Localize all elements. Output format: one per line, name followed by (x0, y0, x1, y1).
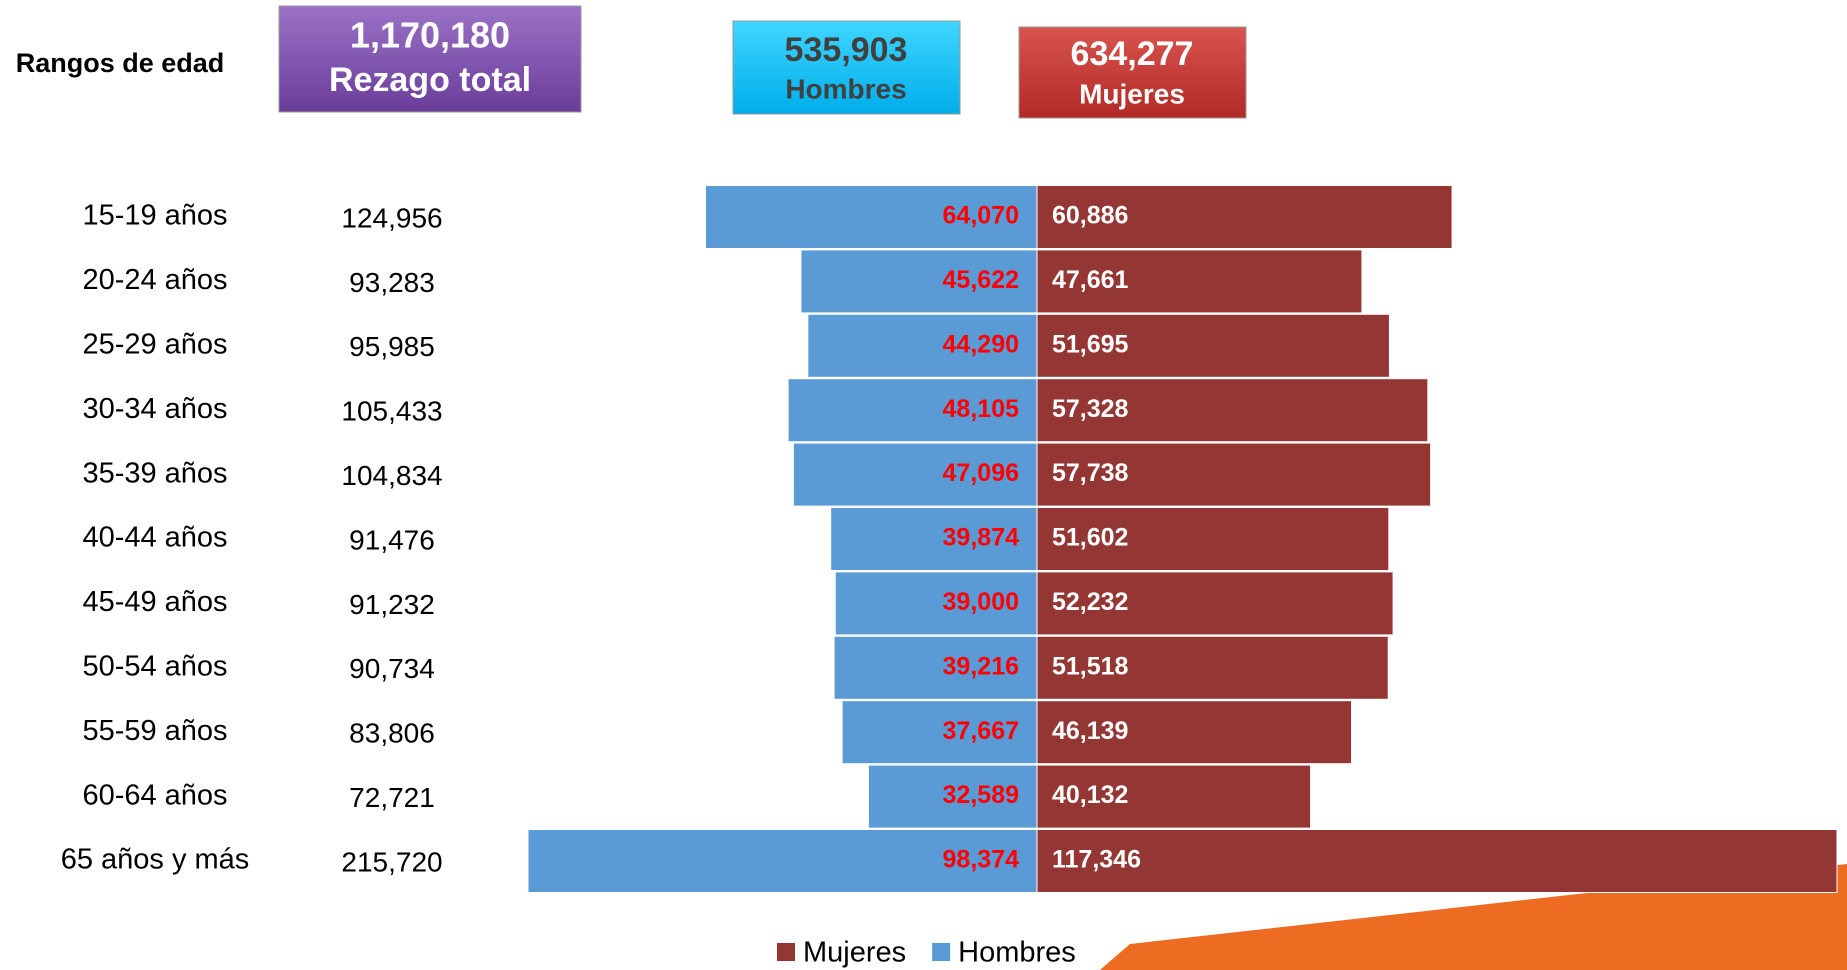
value-label: 39,000 (943, 588, 1019, 616)
value-label: 40,132 (1052, 781, 1128, 809)
total-value: 93,283 (349, 267, 435, 298)
total-value: 104,834 (341, 460, 442, 491)
category-label: 40-44 años (82, 522, 227, 554)
total-value: 1,170,180 (350, 15, 510, 56)
value-label: 64,070 (943, 202, 1019, 230)
total-value: 215,720 (341, 846, 442, 877)
value-label: 39,216 (943, 652, 1019, 680)
value-label: 51,695 (1052, 330, 1129, 358)
value-label: 48,105 (943, 395, 1020, 423)
value-label: 39,874 (943, 524, 1020, 552)
value-label: 52,232 (1052, 588, 1128, 616)
category-label: 35-39 años (82, 457, 227, 489)
category-label: 20-24 años (82, 264, 227, 296)
legend-label: Mujeres (803, 937, 906, 969)
value-label: 47,096 (943, 459, 1019, 487)
legend-label: Hombres (958, 937, 1076, 969)
legend-swatch (777, 943, 795, 961)
women-value: 634,277 (1071, 35, 1194, 73)
value-label: 57,738 (1052, 459, 1129, 487)
row-label: Rangos de edad (16, 48, 225, 78)
value-label: 44,290 (943, 330, 1019, 358)
total-value: 105,433 (341, 396, 442, 427)
value-label: 32,589 (943, 781, 1019, 809)
total-label: Rezago total (329, 61, 531, 99)
total-value: 124,956 (341, 202, 442, 233)
value-label: 98,374 (943, 846, 1020, 874)
page: Rangos de edad 1,170,180 Rezago total 53… (0, 0, 1847, 970)
men-value: 535,903 (785, 31, 908, 69)
total-value: 95,985 (349, 331, 435, 362)
total-value: 83,806 (349, 718, 435, 749)
value-label: 51,518 (1052, 652, 1129, 680)
value-label: 60,886 (1052, 202, 1128, 230)
value-label: 57,328 (1052, 395, 1129, 423)
category-label: 60-64 años (82, 779, 227, 811)
category-label: 65 años y más (61, 844, 250, 876)
category-label: 30-34 años (82, 393, 227, 425)
category-label: 25-29 años (82, 328, 227, 360)
category-label: 50-54 años (82, 650, 227, 682)
men-label: Hombres (785, 73, 906, 104)
value-label: 51,602 (1052, 524, 1128, 552)
value-label: 117,346 (1052, 846, 1141, 874)
total-value: 72,721 (349, 782, 435, 813)
bar (1037, 830, 1837, 893)
value-label: 45,622 (943, 266, 1019, 294)
value-label: 47,661 (1052, 266, 1129, 294)
total-value: 91,476 (349, 524, 435, 555)
chart: Rangos de edad 1,170,180 Rezago total 53… (0, 0, 1847, 970)
category-label: 55-59 años (82, 715, 227, 747)
category-label: 15-19 años (82, 200, 227, 232)
legend-swatch (932, 943, 950, 961)
women-label: Mujeres (1079, 78, 1185, 109)
total-value: 90,734 (349, 653, 435, 684)
value-label: 46,139 (1052, 717, 1128, 745)
category-label: 45-49 años (82, 586, 227, 618)
total-value: 91,232 (349, 589, 435, 620)
value-label: 37,667 (943, 717, 1019, 745)
